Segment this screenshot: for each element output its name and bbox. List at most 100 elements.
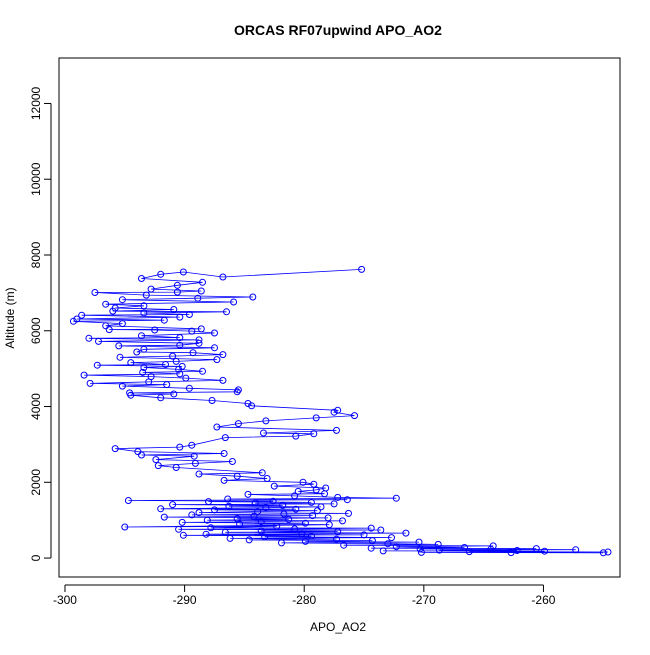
data-point	[188, 511, 196, 519]
data-point	[330, 408, 338, 416]
data-point	[93, 361, 101, 369]
data-point	[325, 521, 333, 529]
data-point	[138, 275, 145, 282]
data-point	[69, 317, 77, 325]
data-point	[185, 311, 193, 318]
x-axis: -300 -290 -280 -270 -260	[53, 584, 556, 607]
data-point	[345, 509, 352, 517]
data-point	[73, 315, 81, 323]
data-point	[133, 348, 141, 356]
data-point	[140, 302, 148, 310]
y-tick-label: 2000	[29, 469, 43, 496]
data-point	[179, 531, 187, 539]
data-point	[604, 548, 612, 556]
data-point	[278, 539, 285, 547]
data-point	[175, 525, 183, 533]
data-point	[250, 512, 258, 520]
data-point	[330, 500, 338, 508]
data-point	[197, 287, 205, 295]
data-point	[175, 365, 183, 373]
data-point	[170, 390, 178, 398]
data-point	[257, 527, 265, 535]
data-point	[417, 548, 425, 556]
data-point	[105, 326, 113, 334]
data-point	[334, 493, 342, 501]
data-point	[173, 281, 181, 289]
data-point	[226, 534, 234, 542]
data-point	[309, 512, 317, 520]
data-point	[599, 549, 607, 557]
data-point	[211, 329, 218, 337]
data-point	[236, 520, 244, 528]
data-point	[269, 497, 277, 505]
data-point	[140, 345, 148, 353]
data-point	[244, 490, 252, 498]
data-point	[388, 534, 395, 542]
data-point	[339, 517, 346, 525]
data-point	[294, 487, 302, 495]
data-point	[154, 462, 162, 470]
data-point	[176, 370, 184, 378]
data-point	[157, 394, 165, 402]
data-point	[358, 265, 366, 273]
data-point	[513, 547, 521, 554]
data-point	[258, 469, 266, 477]
data-point	[249, 293, 257, 301]
plot-frame	[58, 57, 621, 578]
data-point	[208, 397, 216, 404]
data-point	[223, 308, 230, 316]
data-point	[507, 549, 515, 557]
data-point	[324, 514, 332, 522]
chart-title: ORCAS RF07upwind APO_AO2	[234, 22, 442, 38]
data-point	[392, 494, 400, 502]
data-point	[202, 530, 210, 538]
data-point	[245, 536, 253, 544]
data-point	[415, 538, 423, 546]
data-point	[532, 545, 540, 553]
data-point	[367, 524, 375, 532]
data-point	[221, 434, 229, 442]
data-point	[213, 356, 221, 364]
data-point	[182, 374, 190, 382]
data-point	[233, 388, 241, 396]
data-point	[461, 544, 468, 551]
data-point	[435, 546, 443, 554]
data-point	[262, 417, 270, 425]
data-point	[151, 326, 159, 334]
data-point	[292, 432, 300, 440]
data-point	[124, 497, 132, 504]
x-tick-label: -270	[412, 593, 436, 607]
data-point	[263, 475, 271, 482]
data-point	[572, 546, 580, 554]
data-point	[541, 547, 549, 555]
data-point	[195, 509, 203, 517]
data-point	[121, 523, 129, 531]
y-tick-label: 0	[29, 554, 43, 561]
data-point	[321, 490, 328, 498]
data-point	[142, 291, 150, 299]
data-point	[152, 456, 160, 464]
data-point	[312, 486, 320, 494]
x-tick-label: -280	[292, 593, 316, 607]
data-point	[377, 526, 385, 534]
data-point	[127, 391, 135, 399]
data-point	[170, 306, 178, 313]
data-point	[301, 519, 309, 527]
data-point	[172, 357, 180, 365]
data-point	[260, 429, 267, 437]
y-axis-label: Altitude (m)	[3, 287, 17, 348]
data-point	[334, 528, 342, 535]
data-point	[189, 349, 197, 357]
data-point	[140, 364, 148, 371]
data-point	[465, 548, 473, 556]
y-tick-label: 8000	[29, 241, 43, 268]
data-point	[195, 470, 203, 478]
data-point	[220, 450, 228, 457]
data-point	[312, 414, 320, 422]
data-point	[188, 441, 196, 449]
data-point	[162, 361, 169, 368]
data-point	[185, 384, 193, 392]
y-axis: 0 2000 4000 6000 8000 10000 12000	[29, 86, 52, 561]
